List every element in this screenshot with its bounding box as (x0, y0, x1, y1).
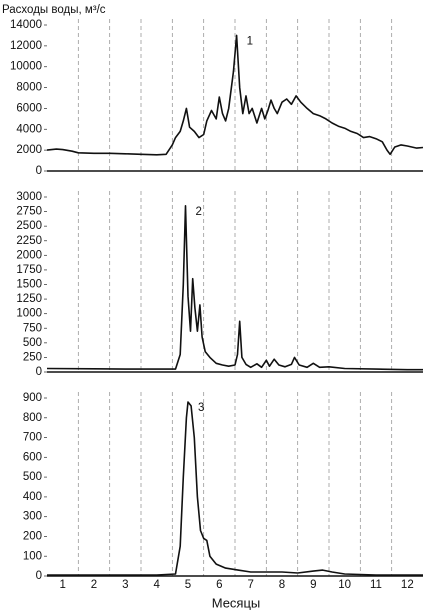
x-tick-label: 7 (247, 579, 253, 591)
y-tick-label: 800 (23, 412, 42, 424)
y-tick-label: 250 (23, 351, 42, 363)
y-tick-label: 700 (23, 432, 42, 444)
y-tick-label: 4000 (16, 123, 42, 135)
series-annotation: 1 (247, 35, 253, 47)
data-line (46, 205, 423, 371)
y-tick-label: 0 (36, 570, 42, 582)
y-tick-label: 10000 (10, 61, 42, 73)
x-tick-label: 9 (310, 579, 316, 591)
x-tick-label: 8 (279, 579, 285, 591)
series-annotation: 3 (198, 402, 204, 414)
y-tick-label: 2750 (16, 206, 42, 218)
x-tick-label: 4 (153, 579, 160, 591)
x-tick-label: 1 (59, 579, 65, 591)
x-axis-label: Месяцы (212, 595, 261, 610)
y-tick-label: 2500 (16, 220, 42, 232)
y-tick-label: 0 (36, 165, 42, 177)
y-tick-label: 3000 (16, 191, 42, 203)
y-tick-label: 6000 (16, 102, 42, 114)
y-tick-label: 750 (23, 322, 42, 334)
x-tick-label: 5 (185, 579, 191, 591)
y-tick-label: 500 (23, 471, 42, 483)
y-tick-label: 14000 (10, 19, 42, 31)
series-annotation: 2 (195, 206, 201, 218)
x-tick-label: 11 (370, 579, 382, 591)
x-tick-label: 3 (122, 579, 128, 591)
y-tick-label: 600 (23, 451, 42, 463)
y-tick-label: 500 (23, 337, 42, 349)
y-tick-label: 2250 (16, 235, 42, 247)
y-tick-label: 1750 (16, 264, 42, 276)
y-tick-label: 1000 (16, 308, 42, 320)
y-axis-label: Расходы воды, м³/с (2, 4, 106, 16)
y-tick-label: 8000 (16, 82, 42, 94)
y-tick-label: 900 (23, 392, 42, 404)
x-tick-label: 2 (91, 579, 97, 591)
x-tick-label: 12 (401, 579, 414, 591)
data-line (46, 34, 424, 156)
y-tick-label: 2000 (16, 249, 42, 261)
data-line (47, 401, 423, 576)
y-tick-label: 12000 (10, 40, 42, 52)
y-tick-label: 100 (23, 550, 42, 562)
y-tick-label: 2000 (16, 144, 42, 156)
y-tick-label: 1250 (16, 293, 42, 305)
x-tick-label: 10 (338, 579, 351, 591)
x-tick-label: 6 (216, 579, 222, 591)
y-tick-label: 400 (23, 491, 42, 503)
y-tick-label: 200 (23, 530, 42, 542)
y-tick-label: 1500 (16, 279, 42, 291)
y-tick-label: 0 (36, 366, 42, 378)
y-tick-label: 300 (23, 511, 42, 523)
